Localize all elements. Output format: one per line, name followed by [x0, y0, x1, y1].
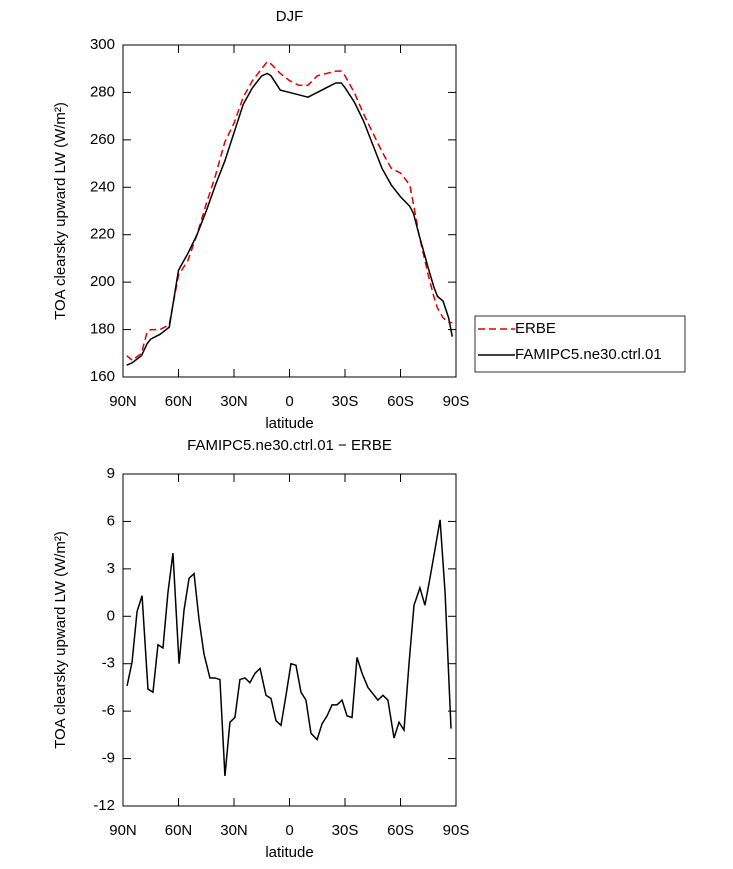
y-tick-label: 160	[90, 368, 115, 385]
x-tick-label: 0	[285, 393, 293, 410]
y-tick-label: 220	[90, 226, 115, 243]
x-tick-label: 60S	[387, 822, 414, 839]
x-tick-label: 30S	[332, 393, 359, 410]
legend-box	[474, 315, 686, 373]
y-tick-label: 0	[107, 607, 115, 624]
x-tick-label: 60N	[165, 393, 193, 410]
y-tick-label: -12	[93, 797, 115, 814]
x-tick-label: 60N	[165, 822, 193, 839]
x-tick-label: 30N	[220, 393, 248, 410]
data-line	[126, 519, 452, 777]
plot-frame	[122, 44, 457, 378]
x-tick-label: 90N	[109, 822, 137, 839]
y-tick-label: 3	[107, 560, 115, 577]
x-tick-label: 90S	[443, 822, 470, 839]
y-tick-label: -6	[102, 702, 115, 719]
legend-label: FAMIPC5.ne30.ctrl.01	[515, 346, 662, 363]
x-tick-label: 30N	[220, 822, 248, 839]
y-axis-label: TOA clearsky upward LW (W/m²)	[52, 531, 69, 749]
y-tick-label: 9	[107, 465, 115, 482]
legend-label: ERBE	[515, 320, 556, 337]
chart-title: FAMIPC5.ne30.ctrl.01 − ERBE	[187, 437, 392, 454]
y-tick-label: 180	[90, 321, 115, 338]
y-tick-label: 200	[90, 273, 115, 290]
x-tick-label: 90S	[443, 393, 470, 410]
x-tick-label: 60S	[387, 393, 414, 410]
x-tick-label: 0	[285, 822, 293, 839]
x-axis-label: latitude	[265, 415, 313, 432]
x-axis-label: latitude	[265, 844, 313, 861]
y-tick-label: 240	[90, 178, 115, 195]
y-tick-label: 300	[90, 36, 115, 53]
y-tick-label: -9	[102, 750, 115, 767]
y-tick-label: 260	[90, 131, 115, 148]
y-tick-label: 280	[90, 83, 115, 100]
data-line	[126, 72, 454, 366]
x-tick-label: 30S	[332, 822, 359, 839]
y-axis-label: TOA clearsky upward LW (W/m²)	[52, 102, 69, 320]
plot-frame	[122, 473, 457, 807]
data-line	[126, 60, 453, 362]
y-tick-label: -3	[102, 655, 115, 672]
x-tick-label: 90N	[109, 393, 137, 410]
y-tick-label: 6	[107, 512, 115, 529]
chart-title: DJF	[276, 8, 304, 25]
